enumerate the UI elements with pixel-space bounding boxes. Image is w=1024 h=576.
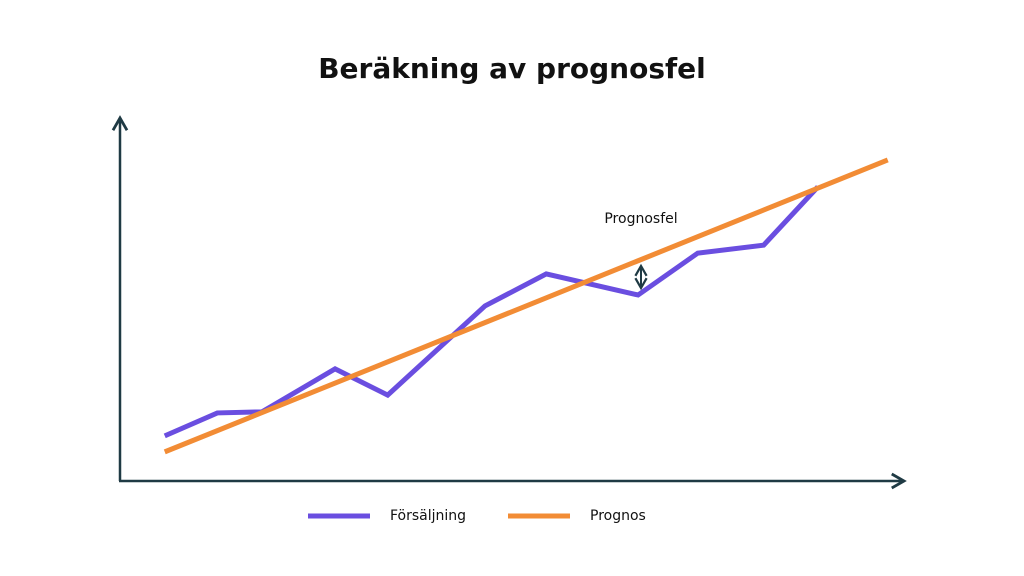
chart-title: Beräkning av prognosfel (318, 52, 706, 85)
series-line (163, 185, 820, 439)
legend: Försäljning Prognos (308, 508, 646, 524)
legend-label: Prognos (590, 508, 646, 524)
plot-area (163, 157, 889, 455)
series-line (163, 157, 889, 455)
annotation: Prognosfel (604, 211, 677, 227)
legend-label: Försäljning (390, 508, 466, 524)
